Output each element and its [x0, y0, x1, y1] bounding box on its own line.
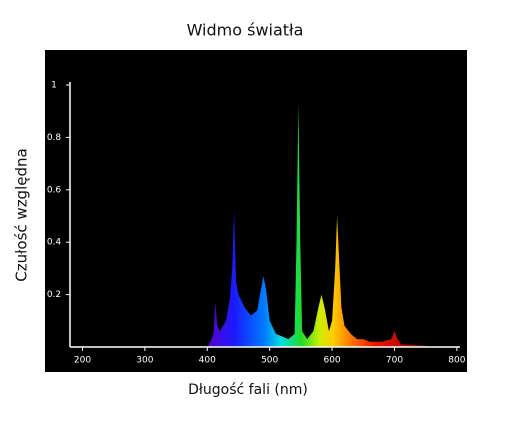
x-tick-label: 800	[448, 356, 465, 366]
x-axis-label: Długość fali (nm)	[188, 382, 308, 398]
y-axis-label: Czułość względna	[13, 148, 31, 281]
x-tick-label: 700	[386, 356, 403, 366]
x-tick-label: 400	[199, 356, 216, 366]
x-tick-label: 500	[261, 356, 278, 366]
x-tick-label: 600	[323, 356, 340, 366]
spectrum-area	[207, 103, 432, 347]
y-tick-label: 0.6	[47, 185, 62, 195]
y-tick-label: 0.8	[47, 133, 62, 143]
x-tick-label: 300	[136, 356, 153, 366]
chart-title: Widmo światła	[187, 21, 304, 40]
x-tick-label: 200	[74, 356, 91, 366]
y-tick-label: 0.4	[47, 238, 62, 248]
y-tick-label: 1	[51, 81, 57, 91]
y-tick-label: 0.2	[47, 290, 61, 300]
